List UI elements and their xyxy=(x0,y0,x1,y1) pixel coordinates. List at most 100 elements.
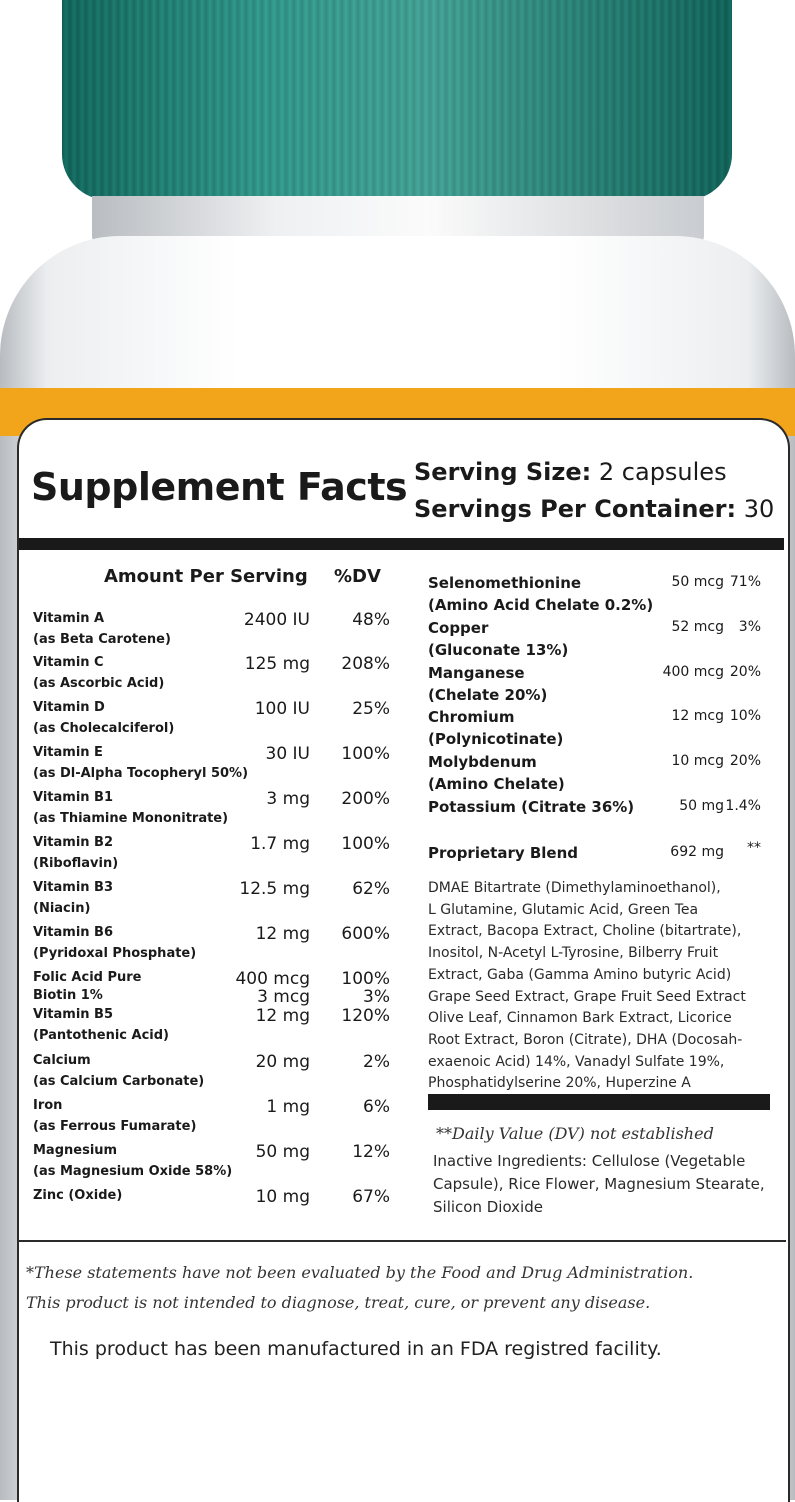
nutrient-dv: 3% xyxy=(738,619,761,635)
nutrient-dv: 100% xyxy=(341,969,390,989)
nutrient-dv: 2% xyxy=(363,1052,390,1072)
nutrient-name: Vitamin B6 xyxy=(33,925,114,940)
supplement-facts-panel xyxy=(17,418,790,1502)
nutrient-dv: 1.4% xyxy=(725,798,761,814)
nutrient-amount: 400 mcg xyxy=(235,969,310,989)
header-divider-bar xyxy=(19,538,784,550)
disclaimer-line: This product is not intended to diagnose… xyxy=(26,1293,651,1312)
nutrient-amount: 3 mcg xyxy=(257,987,310,1007)
nutrient-amount: 125 mg xyxy=(244,654,310,674)
nutrient-dv: 120% xyxy=(341,1006,390,1026)
nutrient-dv: 100% xyxy=(341,834,390,854)
fda-disclaimer: *These statements have not been evaluate… xyxy=(26,1258,786,1318)
proprietary-blend-dv: ** xyxy=(747,840,761,856)
nutrient-dv: 71% xyxy=(729,574,761,590)
nutrient-amount: 12 mg xyxy=(255,924,310,944)
nutrient-dv: 48% xyxy=(352,610,390,630)
nutrient-source: (as Cholecalciferol) xyxy=(33,721,175,736)
nutrient-source: (Niacin) xyxy=(33,901,91,916)
nutrient-dv: 62% xyxy=(352,879,390,899)
inactive-ingredients: Inactive Ingredients: Cellulose (Vegetab… xyxy=(433,1150,773,1219)
nutrient-amount: 50 mg xyxy=(679,798,724,814)
blend-line: Grape Seed Extract, Grape Fruit Seed Ext… xyxy=(428,988,746,1005)
disclaimer-line: *These statements have not been evaluate… xyxy=(26,1263,694,1282)
nutrient-name: Vitamin C xyxy=(33,655,104,670)
nutrient-dv: 20% xyxy=(729,753,761,769)
nutrient-amount: 20 mg xyxy=(255,1052,310,1072)
nutrient-amount: 12 mcg xyxy=(671,708,725,724)
nutrient-source: (Pantothenic Acid) xyxy=(33,1028,169,1043)
nutrient-name: Vitamin B1 xyxy=(33,790,114,805)
blend-line: Olive Leaf, Cinnamon Bark Extract, Licor… xyxy=(428,1010,732,1027)
nutrient-amount: 30 IU xyxy=(265,744,311,764)
blend-line: Extract, Bacopa Extract, Choline (bitart… xyxy=(428,923,742,940)
nutrient-dv: 12% xyxy=(352,1142,390,1162)
nutrient-dv: 100% xyxy=(341,744,390,764)
servings-per-container: Servings Per Container: 30 xyxy=(414,495,775,523)
nutrient-dv: 10% xyxy=(729,708,761,724)
nutrient-source: (Amino Acid Chelate 0.2%) xyxy=(428,596,654,614)
nutrient-amount: 10 mg xyxy=(255,1187,310,1207)
nutrient-dv: 3% xyxy=(363,987,390,1007)
dv-header: %DV xyxy=(334,566,381,587)
inactive-line: Capsule), Rice Flower, Magnesium Stearat… xyxy=(433,1175,765,1193)
nutrient-amount: 2400 IU xyxy=(243,610,310,630)
blend-line: L Glutamine, Glutamic Acid, Green Tea xyxy=(428,901,699,918)
nutrient-name: Vitamin E xyxy=(33,745,103,760)
nutrient-name: Chromium xyxy=(428,708,515,726)
proprietary-blend-name: Proprietary Blend xyxy=(428,844,578,862)
nutrient-amount: 1 mg xyxy=(266,1097,310,1117)
nutrient-source: (Polynicotinate) xyxy=(428,730,564,748)
nutrient-dv: 6% xyxy=(363,1097,390,1117)
nutrient-source: (as Ascorbic Acid) xyxy=(33,676,165,691)
nutrient-name: Calcium xyxy=(33,1053,91,1068)
nutrient-name: Vitamin B2 xyxy=(33,835,114,850)
nutrient-name: Selenomethionine xyxy=(428,574,582,592)
nutrient-amount: 50 mcg xyxy=(671,574,725,590)
nutrient-source: (Riboflavin) xyxy=(33,856,119,871)
blend-line: Root Extract, Boron (Citrate), DHA (Doco… xyxy=(428,1031,743,1048)
serving-size: Serving Size: 2 capsules xyxy=(414,458,727,486)
nutrient-dv: 208% xyxy=(341,654,390,674)
nutrient-amount: 10 mcg xyxy=(671,753,725,769)
blend-line: Phosphatidylserine 20%, Huperzine A xyxy=(428,1075,691,1092)
nutrient-name: Biotin 1% xyxy=(33,988,103,1003)
nutrient-name: Molybdenum xyxy=(428,753,537,771)
nutrient-source: (as Magnesium Oxide 58%) xyxy=(33,1164,233,1179)
inactive-line: Silicon Dioxide xyxy=(433,1198,543,1216)
blend-line: Extract, Gaba (Gamma Amino butyric Acid) xyxy=(428,966,732,983)
nutrient-name: Manganese xyxy=(428,664,525,682)
nutrient-name: Vitamin A xyxy=(33,611,105,626)
nutrient-amount: 3 mg xyxy=(266,789,310,809)
nutrient-dv: 200% xyxy=(341,789,390,809)
nutrient-source: (as Thiamine Mononitrate) xyxy=(33,811,229,826)
nutrient-amount: 12.5 mg xyxy=(239,879,310,899)
nutrient-dv: 67% xyxy=(352,1187,390,1207)
nutrient-name: Magnesium xyxy=(33,1143,118,1158)
nutrient-amount: 50 mg xyxy=(255,1142,310,1162)
nutrient-dv: 25% xyxy=(352,699,390,719)
nutrient-name: Vitamin B3 xyxy=(33,880,114,895)
blend-divider-bar xyxy=(428,1094,770,1110)
nutrient-source: (Chelate 20%) xyxy=(428,686,548,704)
blend-line: exaenoic Acid) 14%, Vanadyl Sulfate 19%, xyxy=(428,1053,725,1070)
footer-rule xyxy=(17,1240,786,1242)
nutrient-name: Potassium (Citrate 36%) xyxy=(428,798,635,816)
nutrient-dv: 600% xyxy=(341,924,390,944)
nutrient-source: (Pyridoxal Phosphate) xyxy=(33,946,197,961)
nutrient-dv: 20% xyxy=(729,664,761,680)
dv-note: **Daily Value (DV) not established xyxy=(436,1124,714,1143)
panel-title: Supplement Facts xyxy=(31,465,408,509)
nutrient-source: (as Dl-Alpha Tocopheryl 50%) xyxy=(33,766,249,781)
blend-line: Inositol, N-Acetyl L-Tyrosine, Bilberry … xyxy=(428,945,719,962)
nutrient-name: Iron xyxy=(33,1098,63,1113)
nutrient-amount: 400 mcg xyxy=(662,664,724,680)
nutrient-amount: 12 mg xyxy=(255,1006,310,1026)
blend-line: DMAE Bitartrate (Dimethylaminoethanol), xyxy=(428,880,721,896)
nutrient-source: (as Beta Carotene) xyxy=(33,632,171,647)
nutrient-name: Vitamin B5 xyxy=(33,1007,114,1022)
nutrient-amount: 100 IU xyxy=(254,699,310,719)
fda-facility-note: This product has been manufactured in an… xyxy=(50,1338,662,1360)
nutrient-name: Copper xyxy=(428,619,489,637)
nutrient-amount: 52 mcg xyxy=(671,619,725,635)
